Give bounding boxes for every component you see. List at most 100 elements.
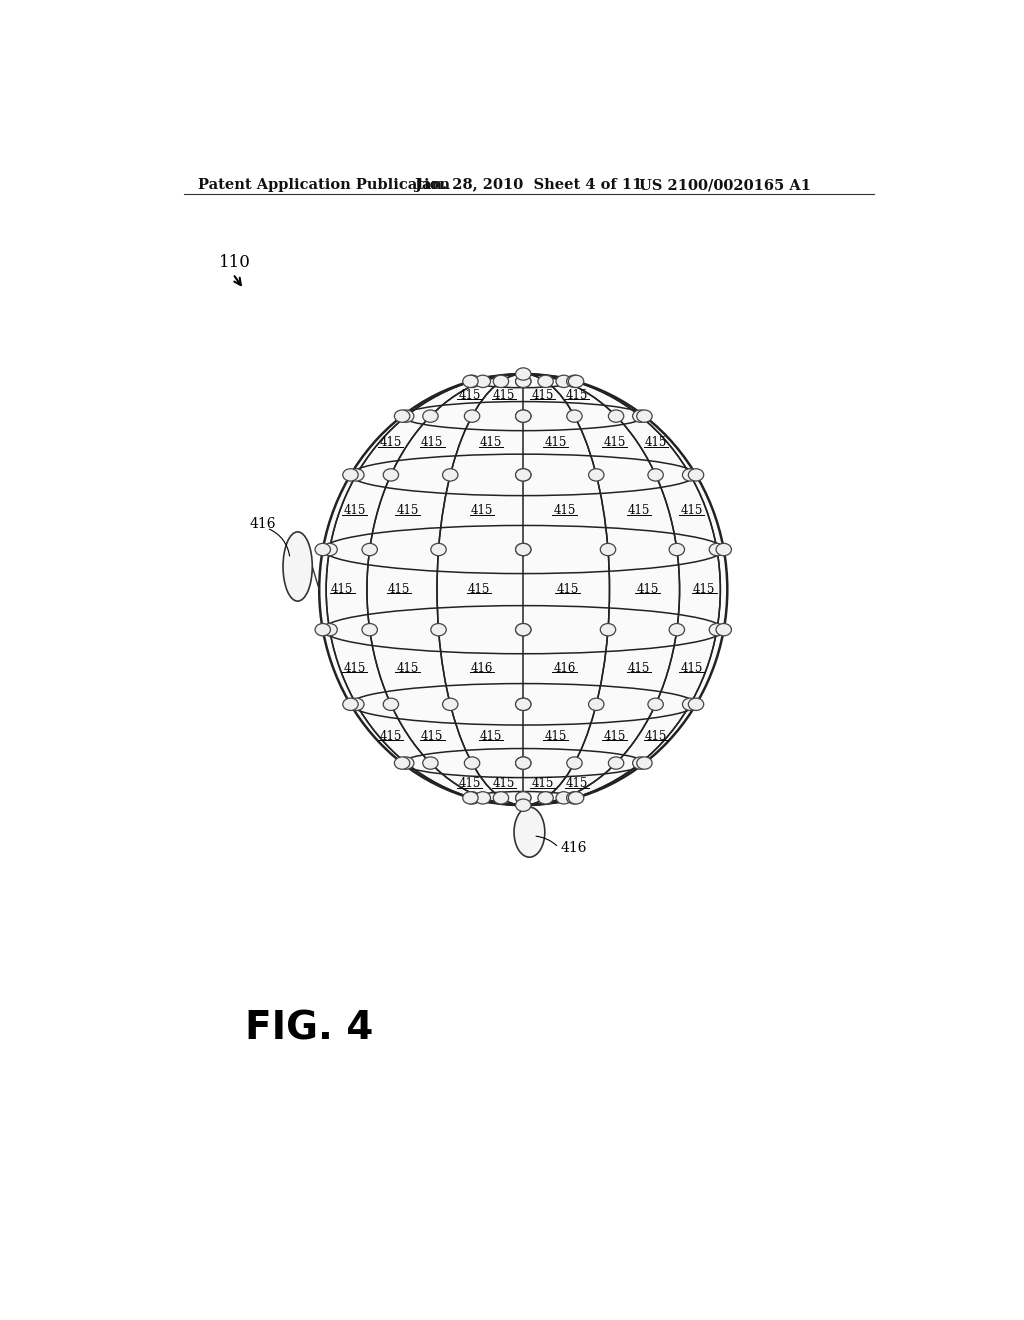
Ellipse shape	[442, 698, 458, 710]
Text: Patent Application Publication: Patent Application Publication	[199, 178, 451, 193]
Ellipse shape	[423, 756, 438, 770]
Text: US 2100/0020165 A1: US 2100/0020165 A1	[639, 178, 811, 193]
Text: 415: 415	[421, 730, 443, 743]
Ellipse shape	[688, 698, 703, 710]
Ellipse shape	[648, 469, 664, 480]
Ellipse shape	[343, 698, 358, 710]
Text: 415: 415	[566, 777, 589, 791]
Ellipse shape	[688, 469, 703, 480]
Ellipse shape	[556, 792, 571, 804]
Text: 415: 415	[556, 583, 579, 597]
Text: 415: 415	[421, 437, 443, 449]
Ellipse shape	[600, 623, 615, 636]
Ellipse shape	[716, 544, 731, 556]
Ellipse shape	[515, 368, 531, 380]
Ellipse shape	[515, 375, 531, 388]
Ellipse shape	[566, 411, 583, 422]
Ellipse shape	[515, 799, 531, 812]
Text: 415: 415	[636, 583, 658, 597]
Ellipse shape	[568, 792, 584, 804]
Text: 415: 415	[344, 504, 366, 517]
Text: 415: 415	[566, 389, 589, 401]
Ellipse shape	[648, 698, 664, 710]
Ellipse shape	[394, 756, 410, 770]
Ellipse shape	[637, 756, 652, 770]
Text: 415: 415	[545, 730, 567, 743]
Ellipse shape	[589, 698, 604, 710]
Ellipse shape	[343, 469, 358, 480]
Text: 415: 415	[493, 389, 515, 401]
Ellipse shape	[398, 756, 414, 770]
Ellipse shape	[398, 411, 414, 422]
Ellipse shape	[710, 623, 725, 636]
Text: 415: 415	[553, 504, 575, 517]
Ellipse shape	[515, 544, 531, 556]
Ellipse shape	[608, 756, 624, 770]
Ellipse shape	[515, 411, 531, 422]
Ellipse shape	[566, 375, 582, 388]
Text: 415: 415	[628, 661, 650, 675]
Ellipse shape	[515, 411, 531, 422]
Ellipse shape	[716, 623, 731, 636]
Text: Jan. 28, 2010  Sheet 4 of 11: Jan. 28, 2010 Sheet 4 of 11	[416, 178, 643, 193]
Ellipse shape	[515, 623, 531, 636]
Ellipse shape	[515, 375, 531, 388]
Ellipse shape	[515, 756, 531, 770]
Text: 415: 415	[380, 730, 401, 743]
Ellipse shape	[515, 698, 531, 710]
Ellipse shape	[538, 792, 553, 804]
Ellipse shape	[464, 756, 480, 770]
Text: 415: 415	[396, 504, 419, 517]
Ellipse shape	[515, 469, 531, 480]
Ellipse shape	[637, 411, 652, 422]
Text: 415: 415	[468, 583, 490, 597]
Text: 416: 416	[250, 517, 276, 531]
Ellipse shape	[283, 532, 312, 601]
Ellipse shape	[633, 756, 648, 770]
Ellipse shape	[383, 469, 398, 480]
Ellipse shape	[319, 374, 727, 805]
Ellipse shape	[538, 375, 553, 388]
Ellipse shape	[608, 411, 624, 422]
Text: 415: 415	[531, 389, 554, 401]
Ellipse shape	[361, 544, 378, 556]
Ellipse shape	[383, 698, 398, 710]
Ellipse shape	[349, 698, 365, 710]
Ellipse shape	[556, 375, 571, 388]
Ellipse shape	[515, 698, 531, 710]
Text: 415: 415	[603, 730, 626, 743]
Ellipse shape	[322, 623, 337, 636]
Ellipse shape	[515, 544, 531, 556]
Ellipse shape	[322, 544, 337, 556]
Ellipse shape	[361, 623, 378, 636]
Text: 416: 416	[560, 841, 587, 854]
Ellipse shape	[315, 544, 331, 556]
Text: 415: 415	[479, 437, 502, 449]
Ellipse shape	[566, 792, 582, 804]
Text: 415: 415	[681, 504, 702, 517]
Ellipse shape	[431, 544, 446, 556]
Ellipse shape	[682, 698, 697, 710]
Text: 415: 415	[693, 583, 716, 597]
Ellipse shape	[465, 792, 480, 804]
Text: 416: 416	[553, 661, 575, 675]
Text: 415: 415	[380, 437, 401, 449]
Ellipse shape	[568, 375, 584, 388]
Text: 415: 415	[628, 504, 650, 517]
Ellipse shape	[475, 792, 490, 804]
Ellipse shape	[669, 623, 685, 636]
Ellipse shape	[515, 469, 531, 480]
Text: 415: 415	[493, 777, 515, 791]
Text: 415: 415	[331, 583, 353, 597]
Text: 415: 415	[471, 504, 494, 517]
Text: 415: 415	[396, 661, 419, 675]
Text: 415: 415	[531, 777, 554, 791]
Ellipse shape	[349, 469, 365, 480]
Text: 415: 415	[479, 730, 502, 743]
Text: 415: 415	[603, 437, 626, 449]
Ellipse shape	[515, 623, 531, 636]
Text: 110: 110	[219, 253, 251, 271]
Ellipse shape	[494, 792, 509, 804]
Ellipse shape	[589, 469, 604, 480]
Text: 415: 415	[344, 661, 366, 675]
